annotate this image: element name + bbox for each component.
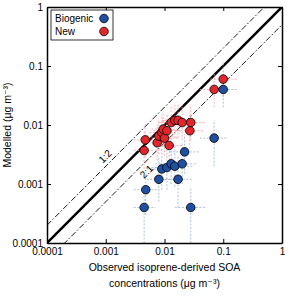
point <box>178 118 187 127</box>
legend-label: Biogenic <box>55 13 93 24</box>
y-error-bar <box>190 187 191 243</box>
x-axis-label: Observed isoprene-derived SOA concentrati… <box>89 261 241 289</box>
tick-label: 0.001 <box>18 179 43 190</box>
tick-mark <box>106 239 107 243</box>
legend-marker <box>100 27 109 36</box>
point <box>186 118 195 127</box>
y-axis: 0.0001 0.001 0.01 0.1 1 <box>12 2 51 249</box>
tick-mark <box>165 239 166 243</box>
point <box>140 203 149 212</box>
y-axis-label: Modelled (μg m⁻³) <box>1 82 13 167</box>
tick-mark <box>278 243 282 244</box>
reference-line <box>47 7 282 225</box>
tick <box>47 7 48 11</box>
point <box>165 141 174 150</box>
point <box>141 185 150 194</box>
tick <box>278 125 282 126</box>
tick-mark <box>165 7 166 11</box>
reference-line <box>47 25 282 243</box>
tick: 0.0001 <box>12 238 51 249</box>
legend-marker <box>100 14 109 23</box>
marks <box>47 7 282 243</box>
tick-mark <box>278 184 282 185</box>
x-axis-label-line: concentrations (μg m⁻³) <box>109 277 220 289</box>
point <box>210 134 219 143</box>
tick <box>278 184 282 185</box>
point <box>186 203 195 212</box>
x-axis: 0.00010.0010.010.11 <box>32 239 286 257</box>
y-error-bar <box>144 190 145 243</box>
tick-mark <box>47 125 51 126</box>
tick <box>165 7 166 11</box>
x-axis-label-line: Observed isoprene-derived SOA <box>89 261 241 273</box>
tick-label: 0.1 <box>29 61 43 72</box>
point <box>210 85 219 94</box>
tick-mark <box>47 7 48 11</box>
y-axis-right <box>278 8 283 244</box>
tick-label: 1 <box>280 246 286 257</box>
tick: 0.001 <box>18 179 51 190</box>
chart: 0.00010.0010.010.110.00010.0010.010.111:… <box>0 0 300 297</box>
point <box>178 159 187 168</box>
point <box>186 126 195 135</box>
point <box>155 175 164 184</box>
legend-label: New <box>55 26 76 37</box>
reference-line <box>47 7 282 243</box>
tick: 0.01 <box>155 239 175 257</box>
legend-box <box>51 10 113 40</box>
annotation: 2:1 <box>138 162 156 180</box>
tick <box>278 7 282 8</box>
tick-mark <box>278 7 282 8</box>
tick-label: 0.01 <box>155 246 175 257</box>
tick-mark <box>47 243 51 244</box>
tick <box>278 66 282 67</box>
tick-mark <box>278 66 282 67</box>
tick: 0.001 <box>94 239 119 257</box>
tick <box>278 243 282 244</box>
point <box>141 136 150 145</box>
tick: 0.1 <box>217 239 231 257</box>
point <box>140 146 149 155</box>
y-error-bar <box>214 120 215 166</box>
tick-mark <box>47 66 51 67</box>
tick: 0.01 <box>24 120 51 131</box>
tick-label: 0.01 <box>24 120 44 131</box>
point <box>163 126 172 135</box>
tick-mark <box>278 125 282 126</box>
point <box>219 85 228 94</box>
legend: Biogenic New <box>51 10 113 40</box>
tick-label: 0.0001 <box>12 238 43 249</box>
point <box>219 75 228 84</box>
annotation: 1:2 <box>96 147 114 165</box>
tick-mark <box>223 7 224 11</box>
tick-label: 0.1 <box>217 246 231 257</box>
plot: 0.00010.0010.010.110.00010.0010.010.111:… <box>12 0 285 261</box>
tick-mark <box>223 239 224 243</box>
tick-mark <box>47 184 51 185</box>
tick-label: 0.001 <box>94 246 119 257</box>
tick: 0.1 <box>29 61 51 72</box>
tick-label: 1 <box>37 2 43 13</box>
point <box>180 148 189 157</box>
tick <box>223 7 224 11</box>
point <box>174 175 183 184</box>
